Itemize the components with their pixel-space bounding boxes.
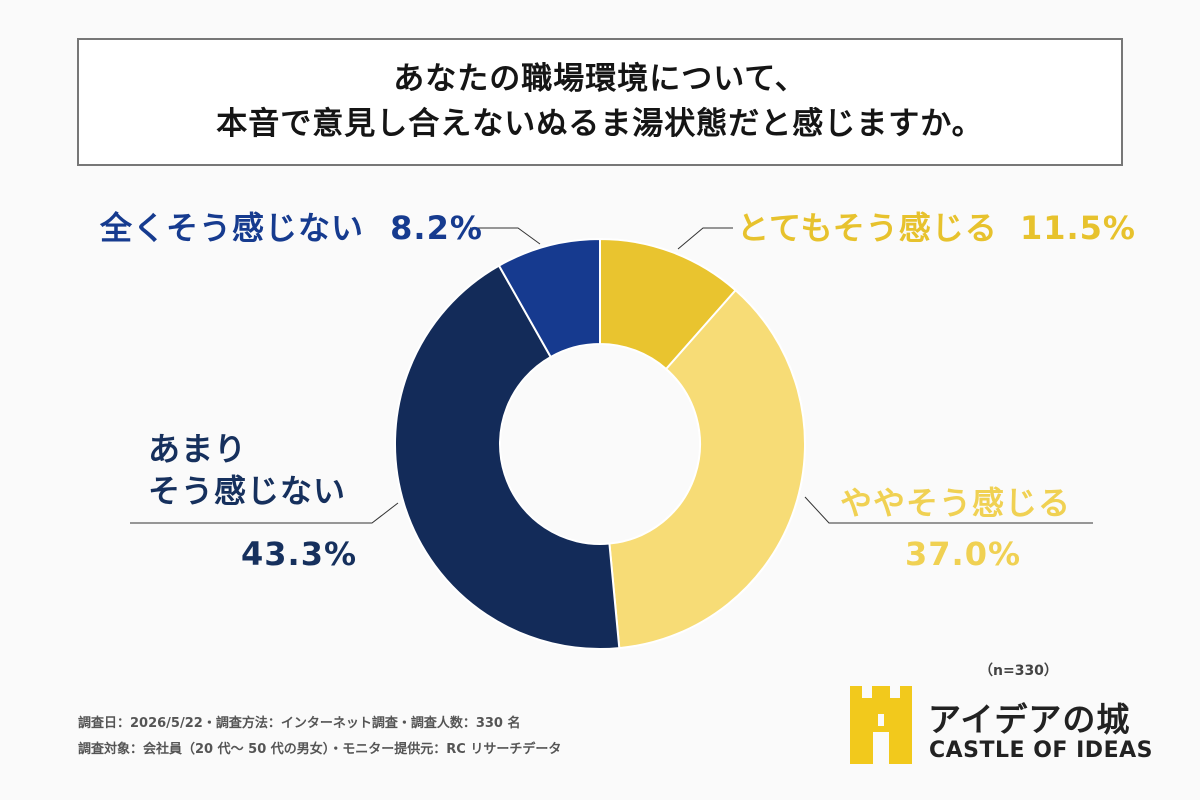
- label-strong-yes-text: とてもそう感じる: [737, 209, 998, 247]
- title-line-1: あなたの職場環境について、: [393, 61, 807, 98]
- logo-name-jp: アイデアの城: [928, 700, 1131, 739]
- label-not-much-value: 43.3%: [241, 535, 358, 573]
- label-not-much-line1: あまり: [148, 430, 248, 468]
- slice-2: [394, 264, 621, 650]
- label-not-at-all-value: 8.2%: [390, 209, 483, 247]
- leader-line-0: [470, 227, 541, 245]
- leader-line-1: [677, 227, 733, 250]
- footer-line-1: 調査日：2026/5/22・調査方法：インターネット調査・調査人数：330 名: [78, 716, 521, 731]
- slice-3: [497, 237, 601, 359]
- sample-size: （n=330）: [979, 663, 1058, 679]
- title-box: あなたの職場環境について、 本音で意見し合えないぬるま湯状態だと感じますか。: [77, 38, 1123, 166]
- label-somewhat-yes-text: ややそう感じる: [840, 484, 1072, 522]
- leader-line-2: [130, 502, 399, 524]
- castle-logo-icon: [850, 686, 912, 764]
- logo-name-en: CASTLE OF IDEAS: [929, 738, 1153, 763]
- label-strong-yes-value: 11.5%: [1019, 209, 1136, 247]
- label-not-at-all-text: 全くそう感じない: [100, 209, 365, 247]
- label-somewhat-yes-value: 37.0%: [905, 535, 1022, 573]
- label-not-much-line2: そう感じない: [148, 472, 347, 510]
- slice-1: [608, 288, 806, 650]
- title-line-2: 本音で意見し合えないぬるま湯状態だと感じますか。: [216, 106, 984, 142]
- footer-line-2: 調査対象：会社員（20 代〜 50 代の男女）・モニター提供元：RC リサーチデ…: [78, 742, 562, 757]
- label-not-at-all: 全くそう感じない 8.2%: [100, 203, 483, 249]
- label-strong-yes: とてもそう感じる 11.5%: [737, 203, 1136, 249]
- label-not-much: あまり そう感じない: [148, 428, 346, 512]
- leader-line-3: [804, 496, 1093, 524]
